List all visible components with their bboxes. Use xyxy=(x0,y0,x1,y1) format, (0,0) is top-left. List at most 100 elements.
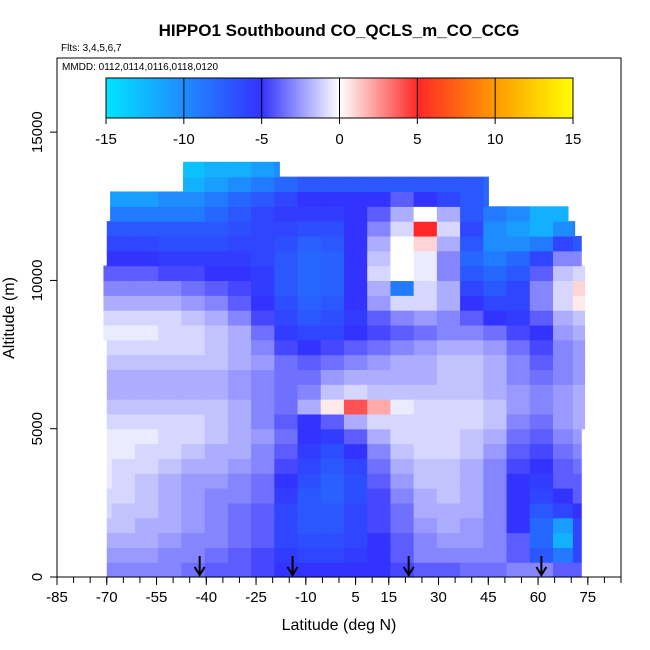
heatmap-cell xyxy=(506,413,531,430)
heatmap-cell xyxy=(274,384,299,400)
heatmap-cell xyxy=(483,458,508,474)
heatmap-cell xyxy=(506,547,531,563)
heatmap-cell xyxy=(460,206,484,222)
heatmap-cell xyxy=(529,369,554,385)
heatmap-cell xyxy=(320,280,345,296)
heatmap-cell xyxy=(320,428,345,445)
x-tick-label: -55 xyxy=(146,589,168,606)
heatmap-cell xyxy=(552,502,574,519)
heatmap-cell xyxy=(227,502,252,519)
heatmap-cell xyxy=(111,502,136,519)
flight-arrow xyxy=(535,556,548,577)
heatmap-cell xyxy=(134,428,159,445)
heatmap-cell xyxy=(529,547,554,563)
heatmap-cell xyxy=(460,547,484,563)
heatmap-cell xyxy=(181,339,206,356)
heatmap-cell xyxy=(111,339,136,356)
heatmap-cell xyxy=(134,502,159,519)
heatmap-cell xyxy=(506,295,531,311)
chart-annotation: MMDD: 0112,0114,0116,0118,0120 xyxy=(62,62,218,73)
heatmap-cell xyxy=(572,310,586,326)
colorbar-tick-label: 10 xyxy=(487,131,504,148)
heatmap-cell xyxy=(413,191,438,207)
heatmap-cell xyxy=(483,324,508,341)
heatmap-cell xyxy=(227,280,252,296)
x-axis-label: Latitude (deg N) xyxy=(282,617,397,634)
heatmap-cell xyxy=(158,547,183,563)
heatmap-cell xyxy=(251,384,275,400)
plot-area: MMDD: 0112,0114,0116,0118,0120 xyxy=(56,57,622,578)
heatmap-cell xyxy=(227,339,252,356)
heatmap-cell xyxy=(390,206,415,222)
heatmap-cell xyxy=(134,206,159,222)
heatmap-cell xyxy=(103,324,113,341)
heatmap-cell xyxy=(227,354,252,370)
heatmap-cell xyxy=(367,339,392,356)
heatmap-cell xyxy=(436,473,461,489)
heatmap-cell xyxy=(111,532,136,548)
heatmap-cell xyxy=(274,428,299,445)
x-tick-label: 5 xyxy=(351,589,359,606)
heatmap-cell xyxy=(274,221,299,237)
heatmap-cell xyxy=(529,502,554,519)
heatmap-cell xyxy=(158,488,183,504)
heatmap-cell xyxy=(436,310,461,326)
heatmap-cell xyxy=(320,310,345,326)
heatmap-cell xyxy=(483,295,508,311)
heatmap-cell xyxy=(227,310,252,326)
heatmap-cell xyxy=(227,473,252,489)
heatmap-cell xyxy=(204,280,229,296)
heatmap-cell xyxy=(572,384,586,400)
heatmap-cell xyxy=(274,161,280,178)
heatmap-cell xyxy=(227,517,252,534)
colorbar-tick-label: 15 xyxy=(565,131,582,148)
heatmap-cell xyxy=(110,191,113,207)
heatmap-cell xyxy=(367,384,392,400)
heatmap-cell xyxy=(413,399,438,415)
heatmap-cell xyxy=(181,235,206,252)
heatmap-cell xyxy=(506,384,531,400)
heatmap-cell xyxy=(204,488,229,504)
heatmap-cell xyxy=(367,324,392,341)
heatmap-cell xyxy=(529,265,554,282)
chart-title: HIPPO1 Southbound CO_QCLS_m_CO_CCG xyxy=(159,21,520,40)
heatmap-cell xyxy=(320,502,345,519)
heatmap-cell xyxy=(367,458,392,474)
heatmap-cell xyxy=(320,458,345,474)
x-tick-label: 60 xyxy=(530,589,547,606)
heatmap-cell xyxy=(506,369,531,385)
heatmap-cell xyxy=(413,547,438,563)
heatmap-cell xyxy=(506,206,531,222)
heatmap-cell xyxy=(204,310,229,326)
heatmap-cell xyxy=(251,547,275,563)
y-tick-label: 10000 xyxy=(29,260,46,302)
heatmap-cell xyxy=(106,458,113,474)
heatmap-cell xyxy=(111,488,136,504)
heatmap-cell xyxy=(297,176,322,193)
heatmap-cell xyxy=(134,324,159,341)
heatmap-cell xyxy=(134,458,159,474)
heatmap-cell xyxy=(227,458,252,474)
heatmap-cell xyxy=(158,458,183,474)
heatmap-cell xyxy=(111,295,136,311)
heatmap-cell xyxy=(227,161,252,178)
x-tick-label: -70 xyxy=(96,589,118,606)
heatmap-cell xyxy=(367,399,392,415)
heatmap-cell xyxy=(111,399,136,415)
heatmap-cell xyxy=(158,428,183,445)
heatmap-cell xyxy=(111,206,136,222)
heatmap-cell xyxy=(227,443,252,459)
heatmap-cell xyxy=(572,295,586,311)
heatmap-cell xyxy=(436,428,461,445)
heatmap-cell xyxy=(343,413,368,430)
heatmap-cell xyxy=(343,532,368,548)
heatmap-cell xyxy=(436,295,461,311)
heatmap-cell xyxy=(134,532,159,548)
heatmap-cell xyxy=(436,502,461,519)
heatmap-cell xyxy=(320,413,345,430)
heatmap-cell xyxy=(204,221,229,237)
heatmap-cell xyxy=(552,562,574,578)
heatmap-cell xyxy=(204,295,229,311)
y-axis: 0 5000 10000 15000 xyxy=(29,111,57,581)
heatmap-cell xyxy=(251,280,275,296)
